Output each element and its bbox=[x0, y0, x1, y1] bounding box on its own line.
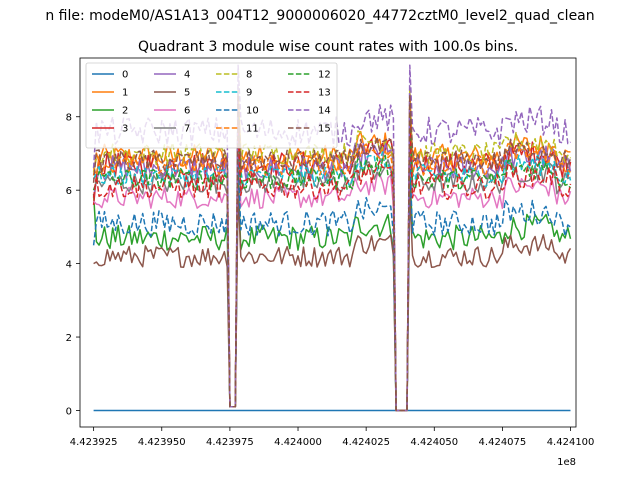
legend-label: 7 bbox=[184, 124, 190, 135]
legend-label: 0 bbox=[122, 70, 128, 81]
legend-label: 11 bbox=[246, 124, 259, 135]
legend-label: 8 bbox=[246, 70, 252, 81]
legend-label: 12 bbox=[318, 70, 331, 81]
legend-label: 15 bbox=[318, 124, 331, 135]
legend-label: 2 bbox=[122, 106, 128, 117]
figure-suptitle: n file: modeM0/AS1A13_004T12_9000006020_… bbox=[45, 8, 594, 24]
x-tick-label: 4.423950 bbox=[138, 437, 186, 448]
x-tick-label: 4.423975 bbox=[206, 437, 254, 448]
x-tick-label: 4.424025 bbox=[342, 437, 390, 448]
series-line-12 bbox=[92, 112, 572, 412]
series-line-11 bbox=[92, 97, 571, 412]
x-tick-label: 4.424000 bbox=[274, 437, 322, 448]
legend-label: 3 bbox=[122, 124, 128, 135]
plot-title: Quadrant 3 module wise count rates with … bbox=[138, 39, 518, 55]
legend-label: 1 bbox=[122, 88, 128, 99]
x-offset-label: 1e8 bbox=[557, 457, 576, 468]
legend-label: 9 bbox=[246, 88, 252, 99]
plot-frame bbox=[79, 57, 577, 428]
x-tick-label: 4.424050 bbox=[410, 437, 458, 448]
x-tick-label: 4.424100 bbox=[547, 437, 595, 448]
y-tick-label: 6 bbox=[66, 186, 72, 197]
x-tick-label: 4.424075 bbox=[479, 437, 527, 448]
series-line-6 bbox=[93, 130, 572, 412]
y-tick-label: 4 bbox=[66, 260, 72, 271]
legend-label: 10 bbox=[246, 106, 259, 117]
series-line-10 bbox=[92, 156, 571, 412]
x-tick-label: 4.423925 bbox=[70, 437, 118, 448]
series-line-2 bbox=[92, 171, 572, 412]
y-tick-label: 0 bbox=[66, 406, 72, 417]
legend-label: 6 bbox=[184, 106, 190, 117]
legend-label: 4 bbox=[184, 70, 190, 81]
legend-label: 13 bbox=[318, 88, 331, 99]
series-line-15 bbox=[92, 93, 572, 412]
ticks-layer: 4.423925 4.423950 4.423975 4.424000 4.424025… bbox=[66, 113, 595, 448]
legend-label: 14 bbox=[318, 106, 331, 117]
legend-box bbox=[85, 62, 338, 149]
series-line-13 bbox=[92, 119, 572, 412]
y-tick-label: 8 bbox=[66, 113, 72, 124]
y-tick-label: 2 bbox=[66, 333, 72, 344]
legend-label: 5 bbox=[184, 88, 190, 99]
series-line-5 bbox=[93, 189, 572, 412]
